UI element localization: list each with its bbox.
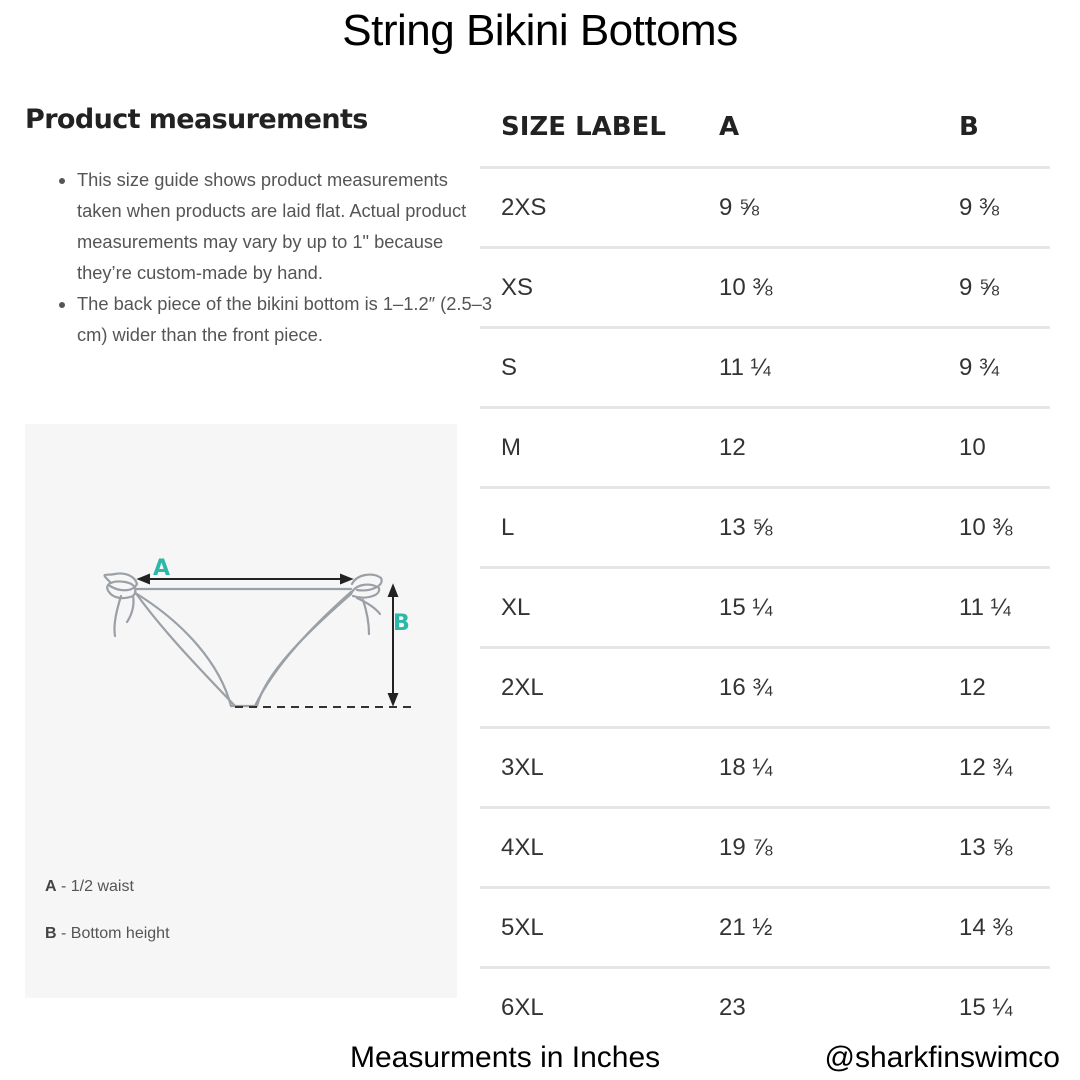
cell-size: 6XL [501, 993, 544, 1021]
table-row: 5XL 21 ½ 14 ⅜ [480, 889, 1050, 969]
note-item: The back piece of the bikini bottom is 1… [77, 288, 497, 350]
table-row: 6XL 23 15 ¼ [480, 969, 1050, 1046]
table-row: 2XL 16 ¾ 12 [480, 649, 1050, 729]
table-row: 4XL 19 ⅞ 13 ⅝ [480, 809, 1050, 889]
header-a: A [719, 112, 740, 142]
legend-key: A [45, 878, 57, 895]
table-row: XL 15 ¼ 11 ¼ [480, 569, 1050, 649]
cell-a: 18 ¼ [719, 753, 773, 781]
cell-size: XL [501, 593, 531, 621]
cell-a: 21 ½ [719, 913, 773, 941]
table-row: S 11 ¼ 9 ¾ [480, 329, 1050, 409]
header-b: B [959, 112, 979, 142]
cell-b: 13 ⅝ [959, 833, 1013, 861]
table-row: XS 10 ⅜ 9 ⅝ [480, 249, 1050, 329]
cell-size: 5XL [501, 913, 544, 941]
note-item: This size guide shows product measuremen… [77, 164, 497, 288]
cell-b: 12 [959, 673, 986, 701]
diagram-label-b: B [393, 611, 410, 636]
cell-size: 3XL [501, 753, 544, 781]
diagram-panel: A B A - 1/2 waist B - Bottom height [25, 424, 457, 998]
cell-b: 10 ⅜ [959, 513, 1013, 541]
cell-size: 4XL [501, 833, 544, 861]
cell-a: 13 ⅝ [719, 513, 773, 541]
table-row: 3XL 18 ¼ 12 ¾ [480, 729, 1050, 809]
section-heading: Product measurements [25, 104, 368, 135]
cell-a: 16 ¾ [719, 673, 773, 701]
legend-text: - Bottom height [56, 925, 170, 942]
cell-a: 23 [719, 993, 746, 1021]
cell-b: 11 ¼ [959, 593, 1011, 621]
table-header: SIZE LABEL A B [480, 88, 1050, 169]
cell-size: XS [501, 273, 534, 301]
cell-b: 9 ⅜ [959, 193, 1000, 221]
bikini-bottom-diagram-icon: A B [103, 556, 417, 708]
header-size-label: SIZE LABEL [501, 112, 666, 142]
cell-a: 10 ⅜ [719, 273, 773, 301]
page-title: String Bikini Bottoms [342, 6, 738, 55]
cell-a: 9 ⅝ [719, 193, 760, 221]
table-row: M 12 10 [480, 409, 1050, 489]
cell-b: 12 ¾ [959, 753, 1013, 781]
cell-a: 15 ¼ [719, 593, 773, 621]
legend-a: A - 1/2 waist [45, 878, 134, 896]
cell-size: M [501, 433, 521, 461]
legend-key: B [45, 925, 57, 942]
cell-size: 2XS [501, 193, 547, 221]
legend-text: - 1/2 waist [56, 878, 134, 895]
size-table: SIZE LABEL A B 2XS 9 ⅝ 9 ⅜ XS 10 ⅜ 9 ⅝ S 11 ¼… [480, 88, 1050, 1046]
cell-a: 11 ¼ [719, 353, 771, 381]
cell-b: 15 ¼ [959, 993, 1013, 1021]
table-row: L 13 ⅝ 10 ⅜ [480, 489, 1050, 569]
cell-b: 9 ¾ [959, 353, 1000, 381]
cell-size: L [501, 513, 515, 541]
cell-a: 19 ⅞ [719, 833, 773, 861]
social-handle: @sharkfinswimco [824, 1041, 1060, 1074]
diagram-label-a: A [153, 556, 170, 581]
cell-b: 9 ⅝ [959, 273, 1000, 301]
table-row: 2XS 9 ⅝ 9 ⅜ [480, 169, 1050, 249]
units-note: Measurments in Inches [350, 1041, 661, 1074]
cell-b: 10 [959, 433, 986, 461]
legend-b: B - Bottom height [45, 925, 170, 943]
cell-a: 12 [719, 433, 746, 461]
cell-b: 14 ⅜ [959, 913, 1013, 941]
cell-size: S [501, 353, 518, 381]
measurement-notes: This size guide shows product measuremen… [50, 164, 497, 350]
cell-size: 2XL [501, 673, 544, 701]
